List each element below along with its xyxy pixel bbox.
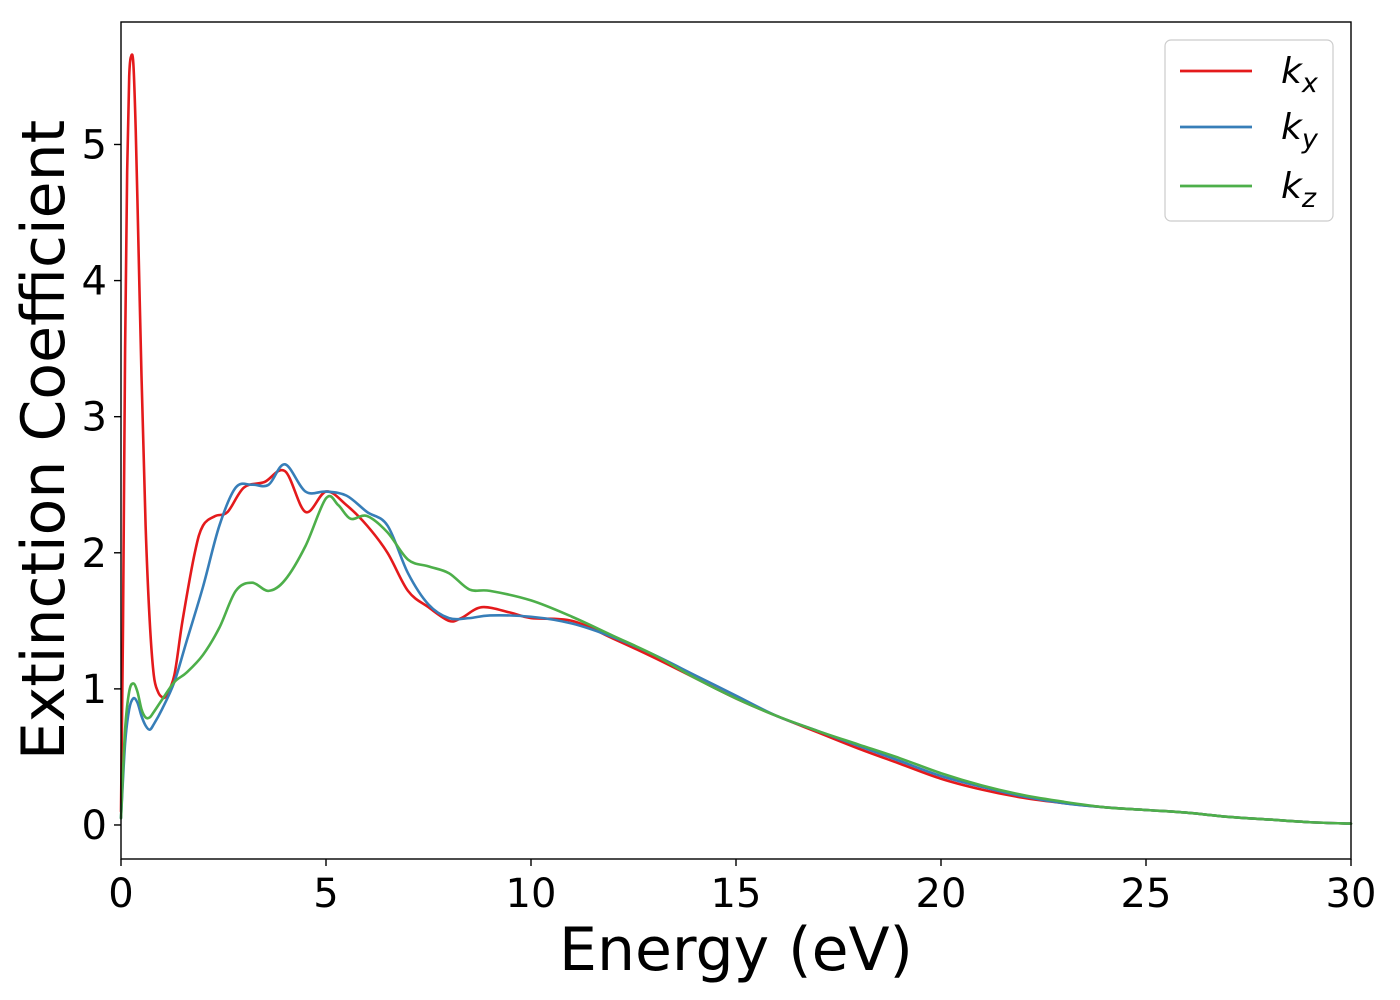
x-tick-label: 0 bbox=[108, 871, 133, 917]
x-axis-ticks: 0 5 10 15 20 25 30 bbox=[108, 859, 1376, 917]
legend: kx ky kz bbox=[1164, 39, 1334, 222]
legend-label-kx: kx bbox=[1281, 51, 1319, 99]
y-axis-title: Extinction Coefficient bbox=[9, 120, 79, 760]
x-tick-label: 20 bbox=[916, 871, 967, 917]
y-tick-label: 3 bbox=[82, 395, 107, 441]
x-tick-label: 5 bbox=[313, 871, 338, 917]
y-tick-label: 1 bbox=[82, 667, 107, 713]
x-tick-label: 15 bbox=[711, 871, 762, 917]
y-tick-label: 0 bbox=[82, 803, 107, 849]
legend-label-ky: ky bbox=[1281, 107, 1319, 155]
legend-box bbox=[1164, 39, 1334, 222]
y-tick-label: 2 bbox=[82, 531, 107, 577]
x-tick-label: 10 bbox=[506, 871, 557, 917]
series-line-ky bbox=[119, 463, 1353, 825]
x-tick-label: 30 bbox=[1326, 871, 1377, 917]
y-tick-label: 4 bbox=[82, 259, 107, 305]
series-line-kz bbox=[119, 494, 1353, 825]
y-axis-ticks: 0 1 2 3 4 5 bbox=[82, 122, 121, 849]
x-tick-label: 25 bbox=[1121, 871, 1172, 917]
series-layer bbox=[119, 53, 1353, 825]
x-axis-title: Energy (eV) bbox=[559, 915, 913, 985]
legend-label-kz: kz bbox=[1281, 166, 1317, 214]
y-tick-label: 5 bbox=[82, 122, 107, 168]
